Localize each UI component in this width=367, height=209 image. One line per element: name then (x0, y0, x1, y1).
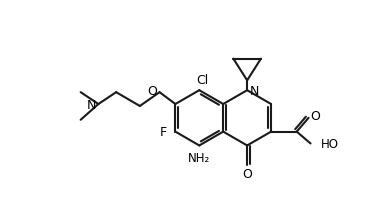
Text: F: F (160, 126, 167, 139)
Text: HO: HO (320, 138, 338, 151)
Text: O: O (148, 85, 157, 98)
Text: O: O (310, 110, 320, 123)
Text: NH₂: NH₂ (188, 152, 210, 165)
Text: O: O (242, 168, 252, 181)
Text: N: N (87, 99, 97, 112)
Text: Cl: Cl (196, 74, 208, 87)
Text: N: N (250, 85, 259, 98)
